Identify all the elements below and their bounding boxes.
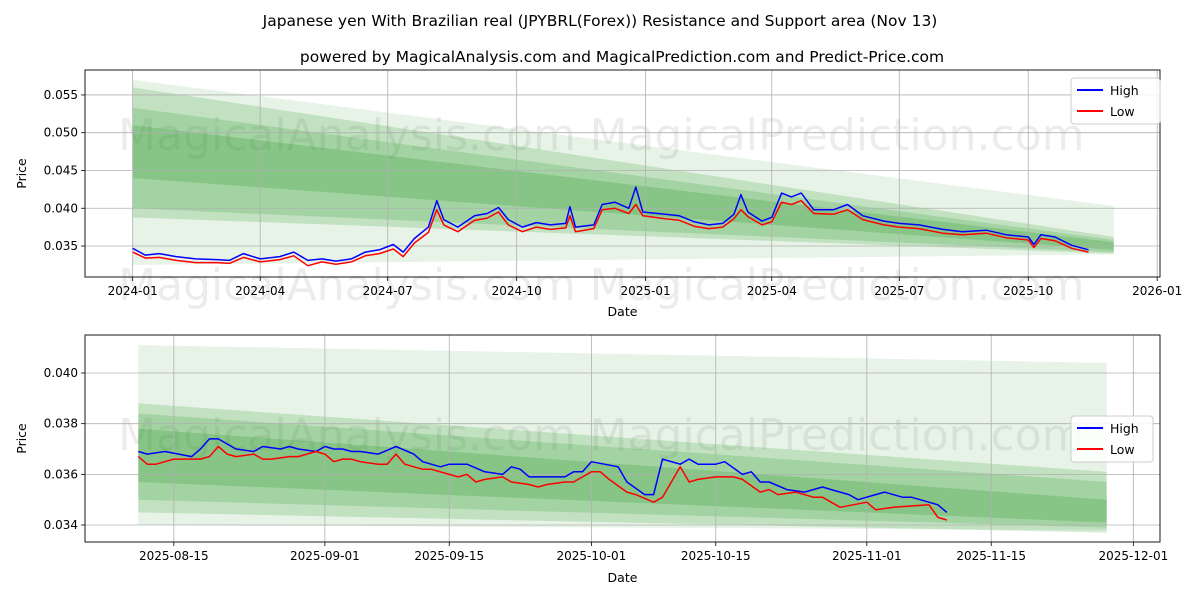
- x-tick-label: 2025-10: [1003, 284, 1053, 298]
- x-tick-label: 2025-07: [874, 284, 924, 298]
- support-resistance-band: [132, 107, 1114, 253]
- legend: High Low: [1070, 415, 1154, 463]
- legend-label: Low: [1110, 442, 1135, 457]
- watermark-text: MagicalAnalysis.com: [118, 260, 576, 311]
- x-tick-label: 2025-10-01: [557, 549, 627, 563]
- y-tick-label: 0.036: [44, 467, 78, 481]
- y-tick-label: 0.035: [44, 239, 78, 253]
- bottom-chart: MagicalAnalysis.com MagicalPrediction.com…: [14, 334, 1168, 585]
- x-tick-label: 2025-08-15: [139, 549, 209, 563]
- x-tick-label: 2024-04: [235, 284, 285, 298]
- support-resistance-band: [138, 413, 1107, 528]
- y-tick-label: 0.034: [44, 518, 78, 532]
- x-tick-label: 2026-01: [1132, 284, 1182, 298]
- support-resistance-band: [138, 403, 1107, 533]
- watermark-text: MagicalPrediction.com: [590, 110, 1085, 161]
- x-axis-label: Date: [608, 570, 638, 585]
- chart-subtitle: powered by MagicalAnalysis.com and Magic…: [300, 48, 944, 66]
- series-line-high: [132, 186, 1089, 262]
- x-tick-label: 2025-01: [621, 284, 671, 298]
- y-axis-label: Price: [14, 423, 29, 454]
- y-tick-label: 0.040: [44, 366, 78, 380]
- watermark-text: MagicalPrediction.com: [590, 410, 1085, 461]
- support-resistance-band: [138, 345, 1107, 531]
- x-tick-label: 2024-07: [363, 284, 413, 298]
- x-tick-label: 2025-09-01: [290, 549, 360, 563]
- series-line-high: [138, 438, 948, 513]
- x-axis-label: Date: [608, 304, 638, 319]
- y-tick-label: 0.040: [44, 201, 78, 215]
- watermark-text: MagicalPrediction.com: [590, 260, 1085, 311]
- x-tick-label: 2025-12-01: [1098, 549, 1168, 563]
- x-tick-label: 2024-10: [492, 284, 542, 298]
- legend-label: High: [1110, 421, 1139, 436]
- y-axis-label: Price: [14, 158, 29, 189]
- series-line-low: [137, 445, 948, 521]
- top-chart: MagicalAnalysis.com MagicalPrediction.com…: [14, 69, 1182, 319]
- x-tick-label: 2025-09-15: [414, 549, 484, 563]
- legend-label: Low: [1110, 104, 1135, 119]
- y-tick-label: 0.038: [44, 417, 78, 431]
- watermark-text: MagicalAnalysis.com: [118, 410, 576, 461]
- x-tick-label: 2025-04: [747, 284, 797, 298]
- legend: High Low: [1070, 77, 1161, 125]
- support-resistance-band: [132, 79, 1114, 265]
- chart-title: Japanese yen With Brazilian real (JPYBRL…: [262, 12, 938, 30]
- support-resistance-band: [132, 125, 1114, 250]
- x-tick-label: 2024-01: [108, 284, 158, 298]
- x-tick-label: 2025-10-15: [681, 549, 751, 563]
- watermark-text: MagicalAnalysis.com: [118, 110, 576, 161]
- y-tick-label: 0.045: [44, 163, 78, 177]
- series-line-low: [132, 199, 1089, 267]
- y-tick-label: 0.055: [44, 88, 78, 102]
- plot-frame: [84, 334, 1161, 543]
- legend-label: High: [1110, 83, 1139, 98]
- x-tick-label: 2025-11-01: [832, 549, 902, 563]
- y-tick-label: 0.050: [44, 126, 78, 140]
- x-tick-label: 2025-11-15: [956, 549, 1026, 563]
- plot-frame: [84, 69, 1161, 278]
